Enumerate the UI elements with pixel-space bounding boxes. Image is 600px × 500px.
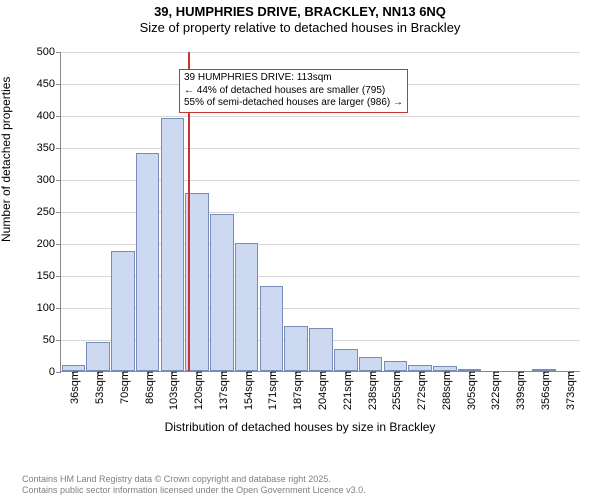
ytick-label: 300	[37, 174, 61, 186]
xtick-label: 103sqm	[164, 371, 180, 410]
gridline	[61, 116, 580, 117]
ytick-label: 350	[37, 142, 61, 154]
xtick-label: 272sqm	[412, 371, 428, 410]
xtick-label: 204sqm	[313, 371, 329, 410]
footer-attribution: Contains HM Land Registry data © Crown c…	[22, 474, 366, 497]
xtick-label: 53sqm	[90, 371, 106, 404]
footer-line2: Contains public sector information licen…	[22, 485, 366, 496]
histogram-bar	[309, 328, 333, 371]
xtick-label: 322sqm	[486, 371, 502, 410]
annotation-line2: 55% of semi-detached houses are larger (…	[184, 97, 403, 110]
histogram-bar	[210, 214, 234, 371]
ytick-label: 50	[43, 334, 61, 346]
histogram-bar	[384, 361, 408, 371]
xtick-label: 187sqm	[288, 371, 304, 410]
ytick-label: 200	[37, 238, 61, 250]
xtick-label: 36sqm	[65, 371, 81, 404]
ytick-label: 250	[37, 206, 61, 218]
histogram-bar	[111, 251, 135, 371]
plot-area: 05010015020025030035040045050036sqm53sqm…	[60, 52, 580, 372]
histogram-bar	[161, 118, 185, 371]
xtick-label: 373sqm	[561, 371, 577, 410]
annotation-callout: 39 HUMPHRIES DRIVE: 113sqm ← 44% of deta…	[179, 69, 408, 113]
xtick-label: 305sqm	[462, 371, 478, 410]
ytick-label: 450	[37, 78, 61, 90]
xtick-label: 238sqm	[363, 371, 379, 410]
xtick-label: 356sqm	[536, 371, 552, 410]
histogram-bar	[260, 286, 284, 371]
histogram-bar	[359, 357, 383, 371]
ytick-label: 150	[37, 270, 61, 282]
xtick-label: 255sqm	[387, 371, 403, 410]
ytick-label: 500	[37, 46, 61, 58]
histogram-bar	[86, 342, 110, 371]
histogram-bar	[334, 349, 358, 371]
xtick-label: 154sqm	[239, 371, 255, 410]
xtick-label: 70sqm	[115, 371, 131, 404]
histogram-bar	[235, 243, 259, 371]
histogram-bar	[284, 326, 308, 371]
xtick-label: 86sqm	[140, 371, 156, 404]
xtick-label: 171sqm	[263, 371, 279, 410]
xtick-label: 221sqm	[338, 371, 354, 410]
chart-title-block: 39, HUMPHRIES DRIVE, BRACKLEY, NN13 6NQ …	[0, 0, 600, 37]
ytick-label: 0	[49, 366, 61, 378]
gridline	[61, 148, 580, 149]
histogram-bar	[136, 153, 160, 371]
x-axis-label: Distribution of detached houses by size …	[0, 420, 600, 434]
xtick-label: 288sqm	[437, 371, 453, 410]
xtick-label: 339sqm	[511, 371, 527, 410]
ytick-label: 100	[37, 302, 61, 314]
footer-line1: Contains HM Land Registry data © Crown c…	[22, 474, 366, 485]
xtick-label: 137sqm	[214, 371, 230, 410]
y-axis-label: Number of detached properties	[0, 77, 13, 242]
ytick-label: 400	[37, 110, 61, 122]
annotation-line1: ← 44% of detached houses are smaller (79…	[184, 85, 403, 98]
xtick-label: 120sqm	[189, 371, 205, 410]
title-address: 39, HUMPHRIES DRIVE, BRACKLEY, NN13 6NQ	[0, 4, 600, 20]
annotation-heading: 39 HUMPHRIES DRIVE: 113sqm	[184, 72, 403, 85]
title-subtitle: Size of property relative to detached ho…	[0, 20, 600, 36]
gridline	[61, 52, 580, 53]
chart-area: Number of detached properties 0501001502…	[0, 42, 600, 442]
